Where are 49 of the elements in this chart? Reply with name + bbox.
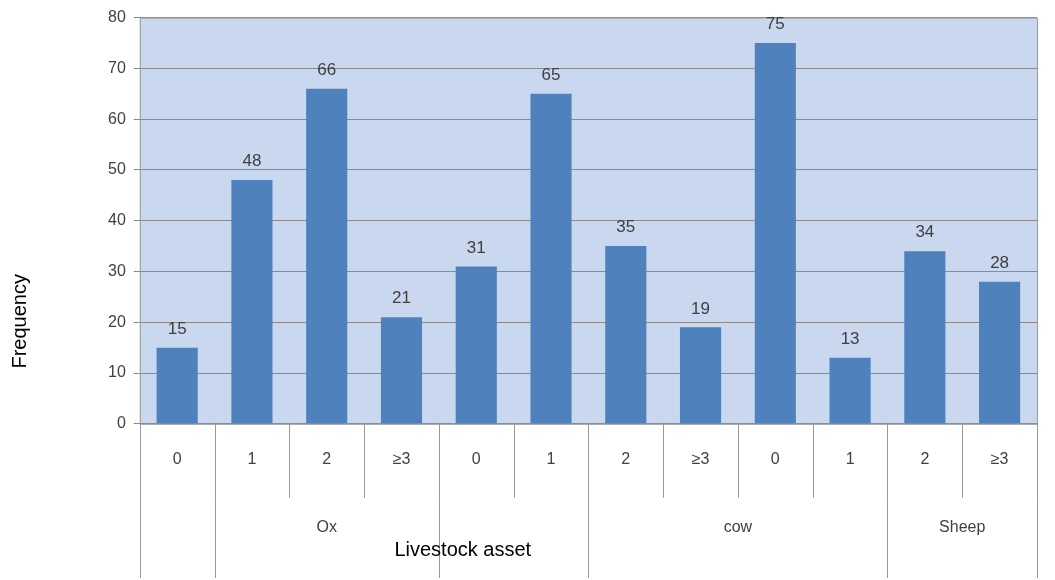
data-label: 21 xyxy=(392,288,411,308)
y-tick-label: 0 xyxy=(116,414,126,432)
text: Sheep xyxy=(939,518,986,536)
x-tick-label: 1 xyxy=(845,449,855,467)
data-label: 35 xyxy=(616,217,636,237)
y-tick-label: 50 xyxy=(108,160,126,178)
y-tick-label: 10 xyxy=(108,363,126,381)
x-tick-label: 1 xyxy=(247,449,257,467)
data-label: 75 xyxy=(765,14,785,34)
x-tick-label: 1 xyxy=(546,449,556,467)
data-label: 48 xyxy=(242,151,262,171)
x-tick-label: ≥3 xyxy=(691,449,710,467)
y-tick-label: 80 xyxy=(108,8,126,26)
y-tick-label: 60 xyxy=(108,109,126,127)
x-axis-title: Livestock asset xyxy=(394,538,532,561)
bar xyxy=(380,317,423,424)
y-tick-label: 30 xyxy=(108,261,126,279)
y-tick-label: 40 xyxy=(108,211,126,229)
x-tick-label: 2 xyxy=(322,449,332,467)
bar xyxy=(156,347,198,424)
data-label: 28 xyxy=(990,252,1010,272)
y-axis-title: Frequency xyxy=(7,274,30,369)
data-label: 13 xyxy=(840,328,860,348)
bar xyxy=(979,281,1021,424)
bar xyxy=(605,246,647,424)
bar xyxy=(829,357,871,424)
y-tick-label: 70 xyxy=(108,58,126,76)
x-tick-label: 0 xyxy=(471,449,481,467)
x-tick-label: 2 xyxy=(621,449,631,467)
data-label: 31 xyxy=(466,237,486,257)
bar xyxy=(231,180,273,424)
bar xyxy=(306,88,348,424)
bar xyxy=(679,327,722,424)
x-tick-label: 2 xyxy=(920,449,930,467)
x-tick-label: 0 xyxy=(172,449,182,467)
text: cow xyxy=(723,518,753,536)
bar xyxy=(904,251,946,424)
data-label: 19 xyxy=(691,298,711,318)
text: Ox xyxy=(316,518,337,536)
bar xyxy=(455,266,497,424)
data-label: 15 xyxy=(167,318,187,338)
data-label: 65 xyxy=(541,64,561,84)
x-tick-label: 0 xyxy=(770,449,780,467)
y-tick-label: 20 xyxy=(108,312,126,330)
data-label: 34 xyxy=(915,222,935,242)
x-tick-label: ≥3 xyxy=(392,449,411,467)
bar xyxy=(530,93,572,424)
bar xyxy=(754,42,796,424)
x-tick-label: ≥3 xyxy=(990,449,1009,467)
